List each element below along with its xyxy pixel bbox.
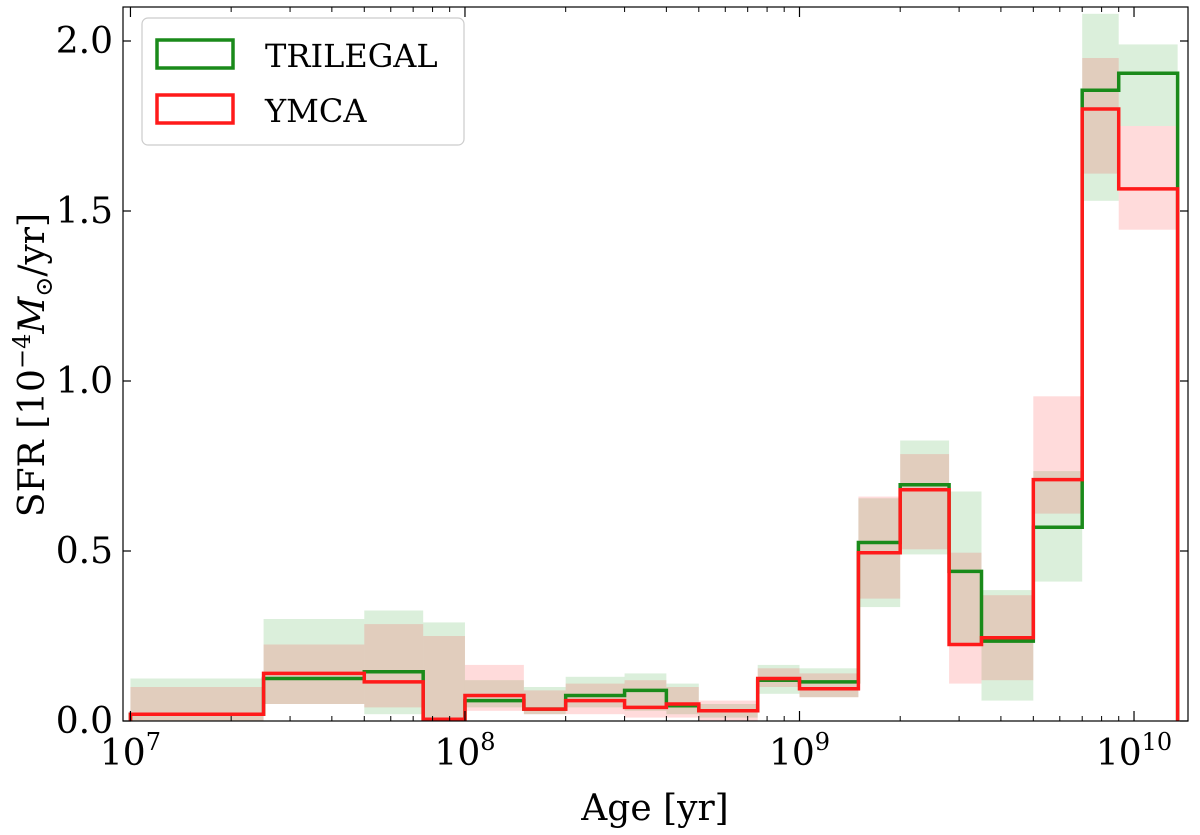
x-tick-label-0: 107 xyxy=(100,728,161,774)
series-lines xyxy=(128,71,1180,722)
y-tick-label-0: 0.0 xyxy=(56,701,113,742)
y-tick-label-2: 1.0 xyxy=(56,361,113,402)
plot-frame xyxy=(122,6,1189,722)
band-ymca-bin-3 xyxy=(423,636,465,721)
band-ymca-bin-14 xyxy=(949,552,982,684)
legend-swatch-trilegal xyxy=(155,38,235,70)
band-ymca-bin-11 xyxy=(799,673,859,698)
x-axis-label: Age [yr] xyxy=(580,788,728,829)
band-trilegal-bin-15 xyxy=(981,590,1034,701)
band-ymca-bin-2 xyxy=(364,624,424,708)
legend-label-trilegal: TRILEGAL xyxy=(265,37,438,75)
band-trilegal-bin-3 xyxy=(423,622,465,721)
x-tick-label-1: 108 xyxy=(434,728,495,774)
band-trilegal-bin-14 xyxy=(949,491,982,645)
band-ymca-bin-17 xyxy=(1082,58,1119,174)
band-trilegal-bin-18 xyxy=(1118,44,1178,126)
series-line-ymca xyxy=(128,107,1180,722)
band-trilegal-bin-2 xyxy=(364,610,424,715)
band-ymca-bin-4 xyxy=(464,664,524,711)
y-axis-label: SFR [10−4M⊙/yr] xyxy=(8,213,58,517)
band-trilegal-bin-1 xyxy=(263,619,365,704)
y-tick-label-4: 2.0 xyxy=(56,21,113,62)
band-ymca-bin-16 xyxy=(1033,396,1083,514)
x-tick-label-3: 1010 xyxy=(1096,728,1172,774)
band-ymca-bin-12 xyxy=(858,496,901,599)
y-tick-label-1: 0.5 xyxy=(56,531,113,572)
band-trilegal-bin-13 xyxy=(900,440,950,555)
legend-box xyxy=(141,17,465,146)
band-trilegal-bin-8 xyxy=(666,683,699,715)
axis-ticks: 0.0 0.5 1.0 1.5 2.0 107 108 109 1010 xyxy=(56,7,1188,774)
band-ymca-bin-18 xyxy=(1118,126,1178,230)
band-ymca-bin-7 xyxy=(624,680,667,718)
legend: TRILEGAL YMCA xyxy=(141,17,465,146)
y-tick-label-3: 1.5 xyxy=(56,191,113,232)
band-ymca-bin-13 xyxy=(900,454,950,550)
legend-swatch-ymca xyxy=(155,93,235,125)
x-tick-label-2: 109 xyxy=(769,728,830,774)
legend-label-ymca: YMCA xyxy=(264,92,367,130)
